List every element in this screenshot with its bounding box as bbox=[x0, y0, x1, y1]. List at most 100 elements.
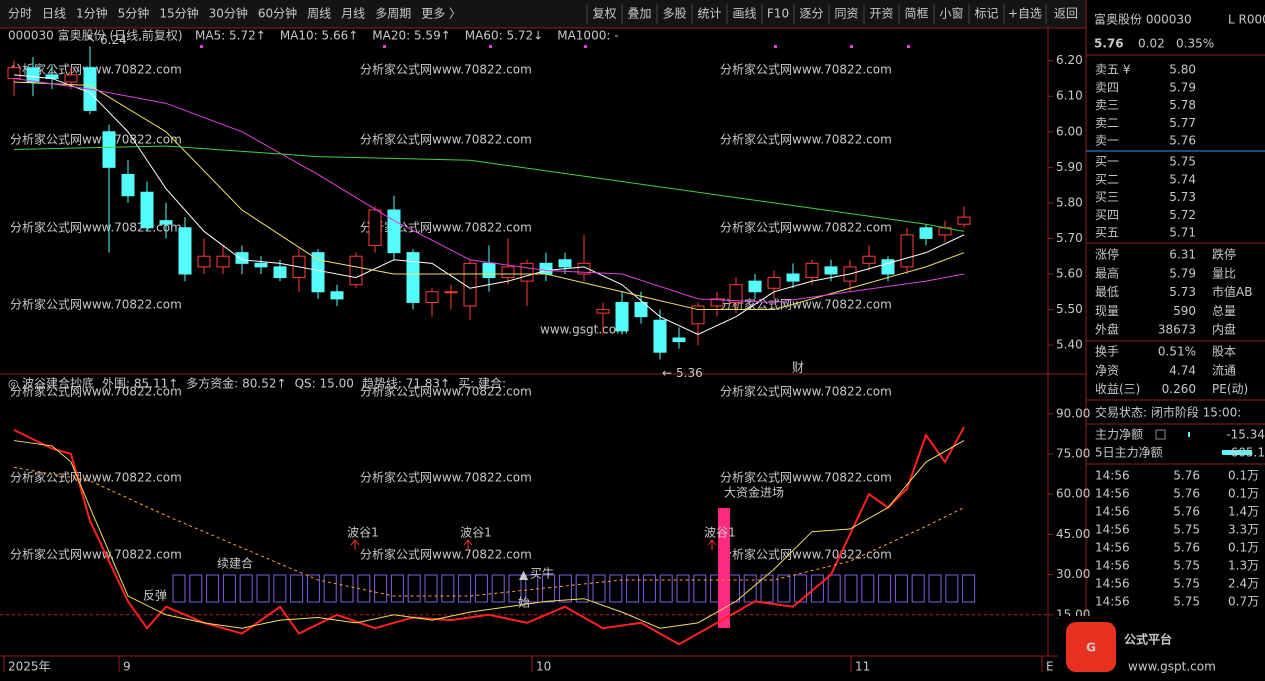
watermark: 分析家公式网www.70822.com bbox=[360, 384, 532, 399]
candle-body bbox=[596, 309, 610, 314]
indicator-header: 波谷建合抄底 bbox=[22, 376, 94, 391]
last-price: 5.76 bbox=[1094, 37, 1124, 51]
event-dot bbox=[907, 45, 910, 48]
trade-volume: 1.3万 bbox=[1228, 559, 1259, 573]
tool-button[interactable]: 多股 bbox=[662, 7, 686, 21]
bid-label: 买五 bbox=[1095, 226, 1119, 240]
candle-body bbox=[121, 173, 135, 197]
period-tab[interactable]: 30分钟 bbox=[209, 6, 248, 21]
period-tab[interactable]: 1分钟 bbox=[76, 6, 108, 21]
watermark: 分析家公式网www.70822.com bbox=[10, 384, 182, 399]
candle-body bbox=[159, 220, 173, 225]
trade-price: 5.76 bbox=[1173, 541, 1200, 555]
ma-line bbox=[13, 74, 965, 335]
stat-value: 38673 bbox=[1158, 323, 1196, 337]
period-tab[interactable]: 周线 bbox=[307, 7, 331, 21]
ma-label: MA10: 5.66↑ bbox=[280, 29, 358, 43]
tool-button[interactable]: 同资 bbox=[834, 7, 858, 21]
indicator-header: 趋势线: 71.83↑ bbox=[362, 377, 450, 391]
candle-body bbox=[311, 252, 325, 293]
signal-box bbox=[441, 574, 455, 603]
stat-label: 涨停 bbox=[1095, 247, 1119, 262]
watermark: 分析家公式网www.70822.com bbox=[10, 470, 182, 485]
signal-box bbox=[239, 574, 253, 603]
tool-button[interactable]: 复权 bbox=[592, 7, 616, 21]
candle-body bbox=[197, 255, 211, 268]
signal-box bbox=[777, 574, 791, 603]
trade-volume: 0.1万 bbox=[1228, 487, 1259, 501]
logo-glyph: G bbox=[1086, 641, 1096, 655]
tool-button[interactable]: 简框 bbox=[904, 7, 928, 21]
signal-box bbox=[743, 574, 757, 603]
y-tick-label: 75.00 bbox=[1056, 446, 1090, 460]
indicator-header: 多方资金: 80.52↑ bbox=[186, 376, 286, 391]
event-dot bbox=[850, 45, 853, 48]
candle-body bbox=[767, 277, 781, 289]
tool-button[interactable]: +自选 bbox=[1008, 7, 1042, 21]
candle-body bbox=[558, 259, 572, 268]
tool-button[interactable]: 标记 bbox=[974, 7, 998, 21]
candle-body bbox=[881, 259, 895, 275]
tool-button[interactable]: F10 bbox=[767, 7, 789, 21]
period-tab[interactable]: 60分钟 bbox=[258, 6, 297, 21]
tool-button[interactable]: 返回 bbox=[1054, 7, 1078, 21]
trade-time: 14:56 bbox=[1095, 469, 1130, 483]
stat-value: 6.31 bbox=[1169, 248, 1196, 262]
signal-box bbox=[340, 574, 354, 603]
bid-price: 5.72 bbox=[1169, 208, 1196, 222]
stat-label: 最低 bbox=[1095, 285, 1119, 299]
candle-body bbox=[615, 301, 629, 332]
period-tab[interactable]: 分时 bbox=[8, 7, 32, 21]
candle-body bbox=[330, 291, 344, 300]
tool-button[interactable]: 叠加 bbox=[627, 7, 651, 21]
trade-time: 14:56 bbox=[1095, 541, 1130, 555]
period-tab[interactable]: 月线 bbox=[341, 7, 365, 21]
candle-body bbox=[463, 262, 477, 307]
watermark: 分析家公式网www.70822.com bbox=[360, 132, 532, 147]
watermark: 分析家公式网www.70822.com bbox=[720, 384, 892, 399]
y-tick-label: 5.40 bbox=[1056, 338, 1083, 352]
trade-price: 5.75 bbox=[1173, 523, 1200, 537]
candle-body bbox=[254, 262, 268, 268]
period-tab[interactable]: 日线 bbox=[42, 7, 66, 21]
signal-box bbox=[844, 574, 858, 603]
signal-box bbox=[592, 574, 606, 603]
arrow: ↖ bbox=[86, 31, 96, 45]
ask-price: 5.76 bbox=[1169, 134, 1196, 148]
y-tick-label: 5.60 bbox=[1056, 267, 1083, 281]
candle-body bbox=[520, 262, 534, 282]
tool-button[interactable]: 小窗 bbox=[939, 7, 963, 21]
stat-label: PE(动) bbox=[1212, 382, 1248, 396]
tool-button[interactable]: 开资 bbox=[869, 7, 893, 21]
signal-box bbox=[306, 574, 320, 603]
x-axis-label: 10 bbox=[536, 660, 551, 674]
signal-box bbox=[794, 574, 808, 603]
candle-body bbox=[140, 191, 154, 229]
flow-bar bbox=[1222, 450, 1252, 455]
candle-body bbox=[672, 337, 686, 343]
ma-label: MA1000: - bbox=[557, 29, 618, 43]
high-label: 6.24 bbox=[100, 33, 127, 47]
tool-button[interactable]: 统计 bbox=[697, 7, 721, 21]
stat-value: 5.79 bbox=[1169, 266, 1196, 280]
ask-price: 5.78 bbox=[1169, 98, 1196, 112]
period-tab[interactable]: 多周期 bbox=[375, 7, 411, 21]
annotation: 波谷1 bbox=[460, 526, 492, 540]
flow-bar bbox=[1188, 432, 1190, 437]
bid-price: 5.75 bbox=[1169, 155, 1196, 169]
period-tab[interactable]: 更多 〉 bbox=[421, 7, 461, 21]
candle-body bbox=[957, 216, 971, 225]
trough-arrow bbox=[707, 539, 717, 550]
period-tab[interactable]: 15分钟 bbox=[159, 6, 198, 21]
tool-button[interactable]: 画线 bbox=[732, 7, 756, 21]
candle-body bbox=[539, 262, 553, 275]
trade-time: 14:56 bbox=[1095, 487, 1130, 501]
period-tab[interactable]: 5分钟 bbox=[118, 6, 150, 21]
flow-label: 5日主力净额 bbox=[1095, 446, 1163, 460]
signal-box bbox=[206, 574, 220, 603]
stock-name: 富奥股份 000030 bbox=[1094, 12, 1192, 27]
watermark: 分析家公式网www.70822.com bbox=[360, 62, 532, 77]
signal-box bbox=[928, 574, 942, 603]
tool-button[interactable]: 逐分 bbox=[799, 7, 823, 21]
bid-price: 5.74 bbox=[1169, 172, 1196, 186]
